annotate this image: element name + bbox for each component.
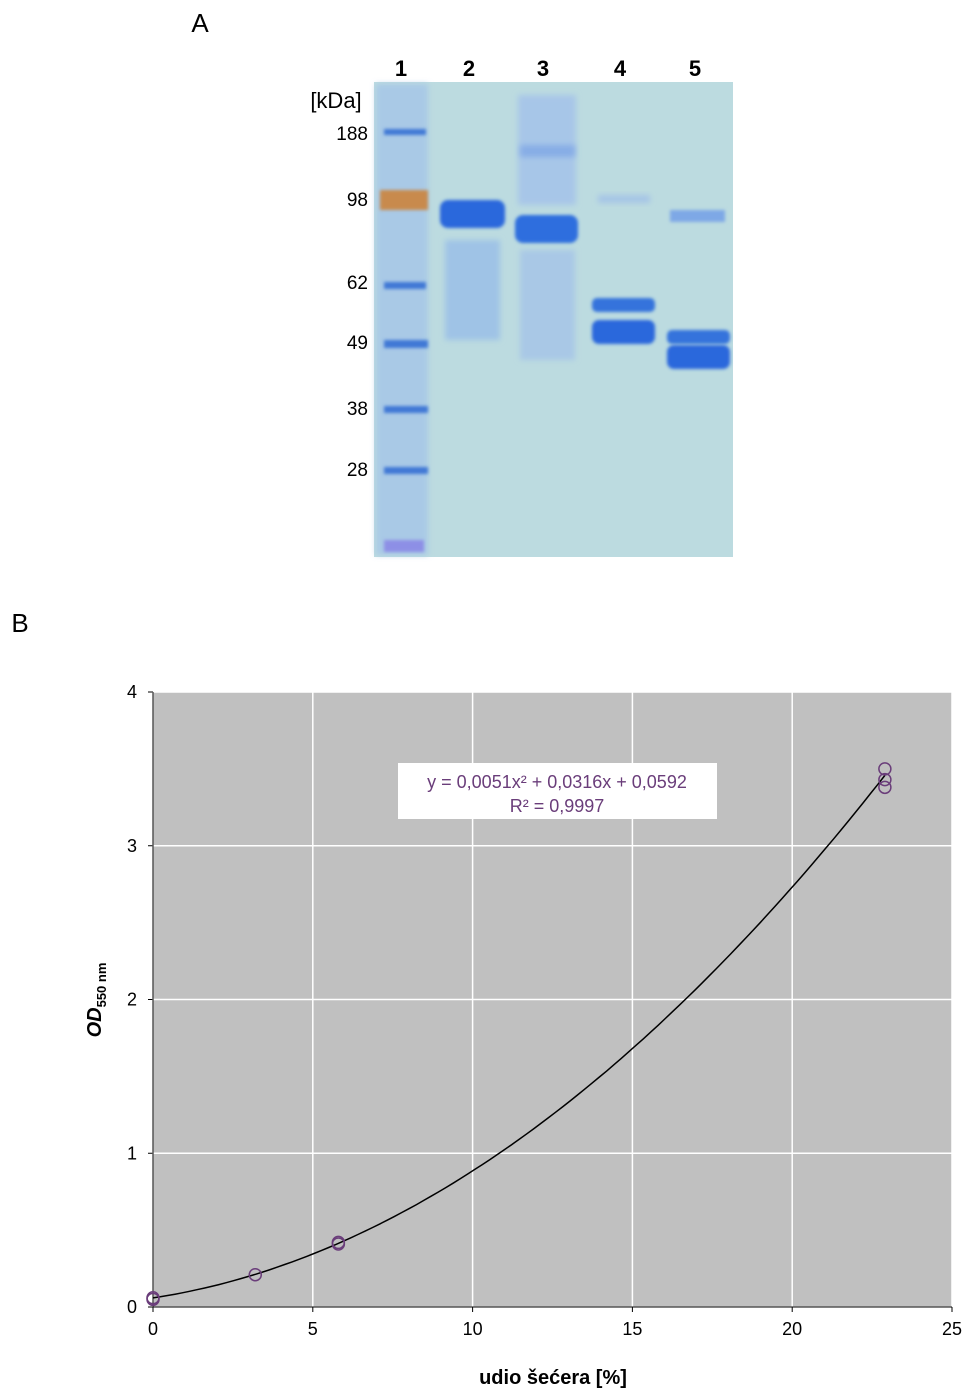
- y-tick-label: 2: [127, 990, 137, 1010]
- y-axis-label-main: OD: [84, 1007, 106, 1037]
- marker-label: 49: [347, 333, 368, 354]
- trendline: [152, 774, 886, 1299]
- y-tick-label: 0: [127, 1297, 137, 1317]
- lane-label: 3: [537, 56, 549, 81]
- marker-label: 62: [347, 273, 368, 294]
- x-tick-label: 20: [782, 1319, 802, 1339]
- data-point: [878, 780, 892, 795]
- x-tick-label: 0: [148, 1319, 158, 1339]
- marker-label: 98: [347, 190, 368, 211]
- y-axis-label: OD550 nm: [84, 963, 109, 1038]
- y-tick-label: 1: [127, 1143, 137, 1163]
- marker-label: 188: [336, 124, 368, 145]
- x-tick-label: 10: [463, 1319, 483, 1339]
- y-tick-label: 3: [127, 836, 137, 856]
- unit-label: [kDa]: [310, 88, 361, 113]
- x-tick-label: 25: [942, 1319, 962, 1339]
- trendline-r2: R² = 0,9997: [510, 796, 605, 816]
- panel-label: A: [191, 8, 209, 38]
- gel: [374, 82, 733, 557]
- lane-label: 5: [689, 56, 701, 81]
- data-point: [146, 1292, 160, 1307]
- x-tick-label: 5: [308, 1319, 318, 1339]
- y-axis-label-sub: 550 nm: [94, 963, 109, 1008]
- lane-label: 4: [614, 56, 627, 81]
- data-point: [331, 1235, 346, 1250]
- trendline-equation: y = 0,0051x² + 0,0316x + 0,0592: [427, 772, 687, 792]
- plot: 0 1 2 3 4 0 5 10 15 20 25 y = 0,0051x² + 0,0316x + …: [127, 682, 962, 1339]
- annotation-box: [398, 763, 717, 819]
- lane-label: 1: [395, 56, 407, 81]
- data-point: [878, 772, 892, 787]
- data-point: [248, 1267, 263, 1282]
- x-tick-label: 15: [622, 1319, 642, 1339]
- lane-label: 2: [463, 56, 475, 81]
- marker-label: 38: [347, 399, 368, 420]
- y-tick-label: 4: [127, 682, 137, 702]
- x-axis-label: udio šećera [%]: [479, 1367, 627, 1388]
- marker-label: 28: [347, 460, 368, 481]
- panel-label: B: [11, 608, 28, 638]
- data-point: [878, 762, 892, 776]
